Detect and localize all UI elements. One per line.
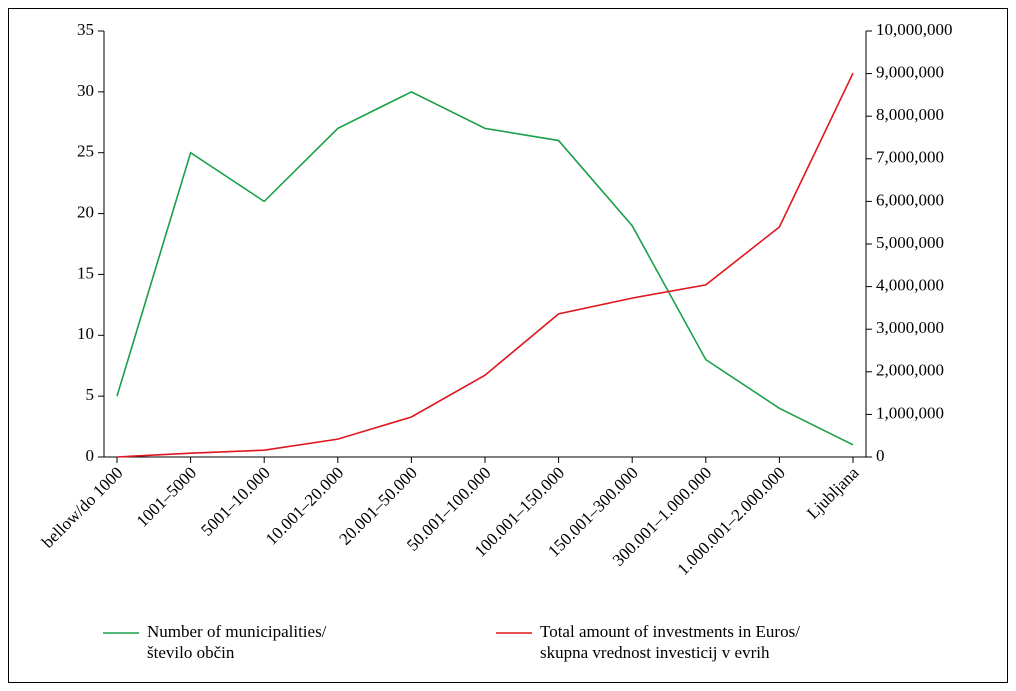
y2-tick-label: 0 [876,446,885,465]
y-tick-label: 0 [86,446,95,465]
y-tick-label: 5 [86,385,95,404]
y2-tick-label: 4,000,000 [876,276,944,295]
y2-tick-label: 1,000,000 [876,403,944,422]
y-tick-label: 25 [77,142,94,161]
y2-tick-label: 2,000,000 [876,361,944,380]
x-tick-label: bellow/do 1000 [38,463,127,552]
y2-tick-label: 6,000,000 [876,190,944,209]
y-tick-label: 30 [77,81,94,100]
x-tick-label: 10.001–20.000 [262,463,348,549]
x-tick-label: Ljubljana [803,463,863,523]
y2-tick-label: 7,000,000 [876,148,944,167]
series-line [116,72,854,458]
y2-tick-label: 10,000,000 [876,20,953,39]
series-line [116,90,854,446]
y-tick-label: 20 [77,202,94,221]
y2-tick-label: 3,000,000 [876,318,944,337]
y2-tick-label: 8,000,000 [876,105,944,124]
y2-tick-label: 9,000,000 [876,63,944,82]
x-tick-label: 5001–10.000 [197,463,274,540]
legend-label: Total amount of investments in Euros/sku… [540,622,800,662]
x-tick-label: 1001–5000 [133,463,201,531]
y-tick-label: 10 [77,324,94,343]
frame [8,8,1008,683]
y-tick-label: 15 [77,263,94,282]
y-tick-label: 35 [77,20,94,39]
legend-label: Number of municipalities/število občin [147,622,327,662]
y2-tick-label: 5,000,000 [876,233,944,252]
